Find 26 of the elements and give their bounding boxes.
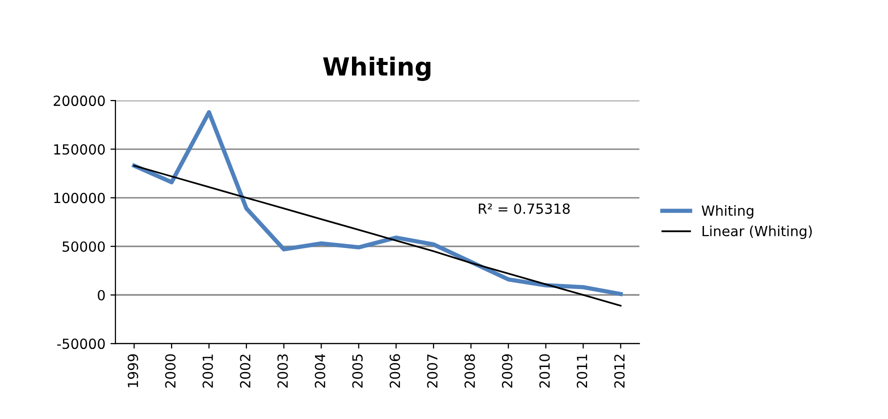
line-series	[133, 164, 622, 307]
x-tick-label: 2010	[539, 354, 550, 388]
x-tick-label: 2007	[427, 354, 438, 388]
x-tick-label: 2000	[165, 354, 176, 388]
x-tick-label: 1999	[128, 354, 138, 388]
y-tick-label: 150000	[54, 144, 105, 155]
x-tick-label: 2001	[202, 354, 214, 388]
x-tick-label: 2005	[352, 354, 363, 388]
x-tick-label: 2011	[576, 354, 588, 388]
x-tick-label: 2012	[614, 354, 625, 388]
x-tick-label: 2002	[240, 354, 250, 388]
annotation: R² = 0.75318	[478, 203, 570, 214]
legend-label: Linear (Whiting)	[702, 226, 812, 239]
y-tick-label: 50000	[62, 241, 105, 252]
chart-title: Whiting	[323, 56, 430, 81]
y-tick-label: 100000	[54, 192, 105, 204]
y-tick-label: 200000	[54, 96, 105, 106]
x-tick-label: 2009	[502, 354, 512, 388]
line-series	[132, 110, 623, 296]
y-tick-label: 0	[98, 290, 105, 300]
y-tick-label: -50000	[57, 338, 105, 350]
x-tick-label: 2004	[314, 354, 326, 388]
x-tick-label: 2003	[277, 354, 288, 388]
legend-label: Whiting	[702, 205, 754, 219]
x-tick-label: 2006	[390, 354, 400, 388]
x-tick-label: 2008	[464, 354, 475, 388]
